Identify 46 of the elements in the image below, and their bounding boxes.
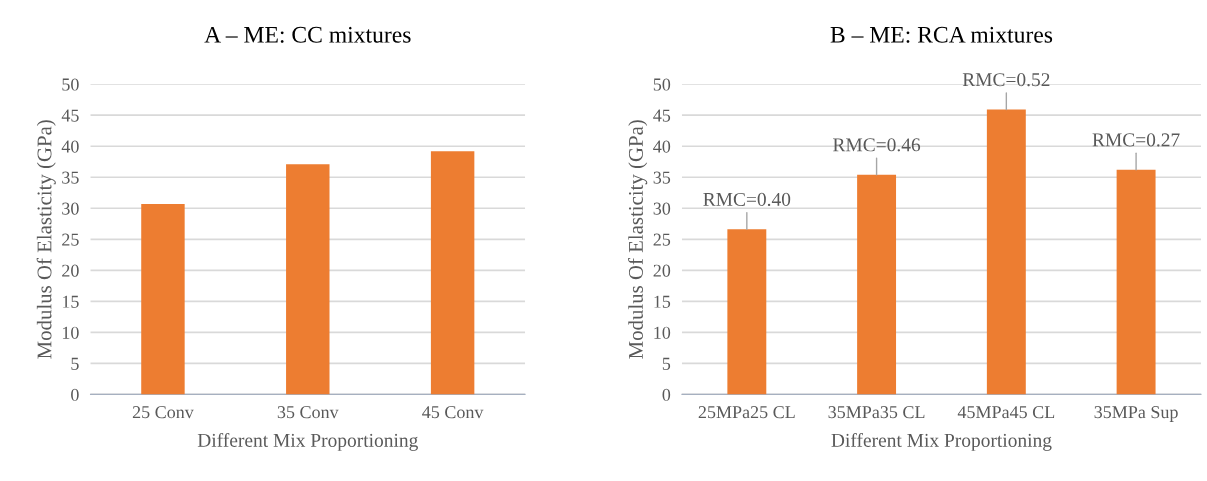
x-tick-label: 35 Conv <box>277 406 339 419</box>
y-tick-label: 0 <box>662 388 671 401</box>
y-tick-label: 30 <box>653 202 671 215</box>
y-tick-label: 20 <box>653 264 671 277</box>
y-tick-label: 5 <box>662 357 671 370</box>
chart-title: B – ME: RCA mixtures <box>830 26 1053 43</box>
x-tick-label: 45 Conv <box>422 406 484 419</box>
x-tick-label: 25 Conv <box>132 406 194 419</box>
bar <box>857 174 897 395</box>
x-tick-label: 35MPa35 CL <box>828 406 925 419</box>
y-tick-label: 15 <box>654 295 671 308</box>
x-tick-label: 35MPa Sup <box>1094 406 1178 422</box>
y-tick-label: 5 <box>71 357 79 370</box>
y-tick-label: 40 <box>61 140 79 153</box>
bar <box>727 229 767 395</box>
y-tick-label: 35 <box>62 171 79 184</box>
annotation: RMC=0.40 <box>703 192 791 207</box>
y-tick-label: 0 <box>71 388 79 401</box>
y-tick-label: 25 <box>653 233 671 246</box>
x-axis-title: Different Mix Proportioning <box>197 433 418 451</box>
y-tick-label: 30 <box>62 202 79 215</box>
y-tick-label: 35 <box>653 171 671 184</box>
y-tick-label: 20 <box>62 264 79 277</box>
bar <box>141 203 185 395</box>
x-tick-label: 25MPa25 CL <box>698 406 795 419</box>
y-tick-label: 45 <box>653 109 671 122</box>
y-tick-label: 45 <box>61 109 79 122</box>
x-axis-title: Different Mix Proportioning <box>831 433 1052 451</box>
y-tick-label: 10 <box>654 326 671 339</box>
bar <box>430 151 475 395</box>
bar <box>286 164 330 395</box>
annotation: RMC=0.46 <box>833 138 921 152</box>
bar <box>986 109 1026 395</box>
y-axis-title: Modulus Of Elasticity (GPa) <box>36 120 56 359</box>
chart-title: A – ME: CC mixtures <box>204 26 411 43</box>
y-tick-label: 50 <box>62 78 79 91</box>
y-tick-label: 15 <box>62 295 79 308</box>
y-tick-label: 40 <box>653 140 671 153</box>
y-axis-title: Modulus Of Elasticity (GPa) <box>628 120 648 359</box>
y-tick-label: 25 <box>62 233 79 246</box>
x-tick-label: 45MPa45 CL <box>957 406 1055 419</box>
y-tick-label: 10 <box>62 326 79 339</box>
annotation: RMC=0.27 <box>1092 133 1180 147</box>
y-tick-label: 50 <box>653 78 671 91</box>
annotation: RMC=0.52 <box>962 73 1050 87</box>
bar <box>1116 169 1156 395</box>
